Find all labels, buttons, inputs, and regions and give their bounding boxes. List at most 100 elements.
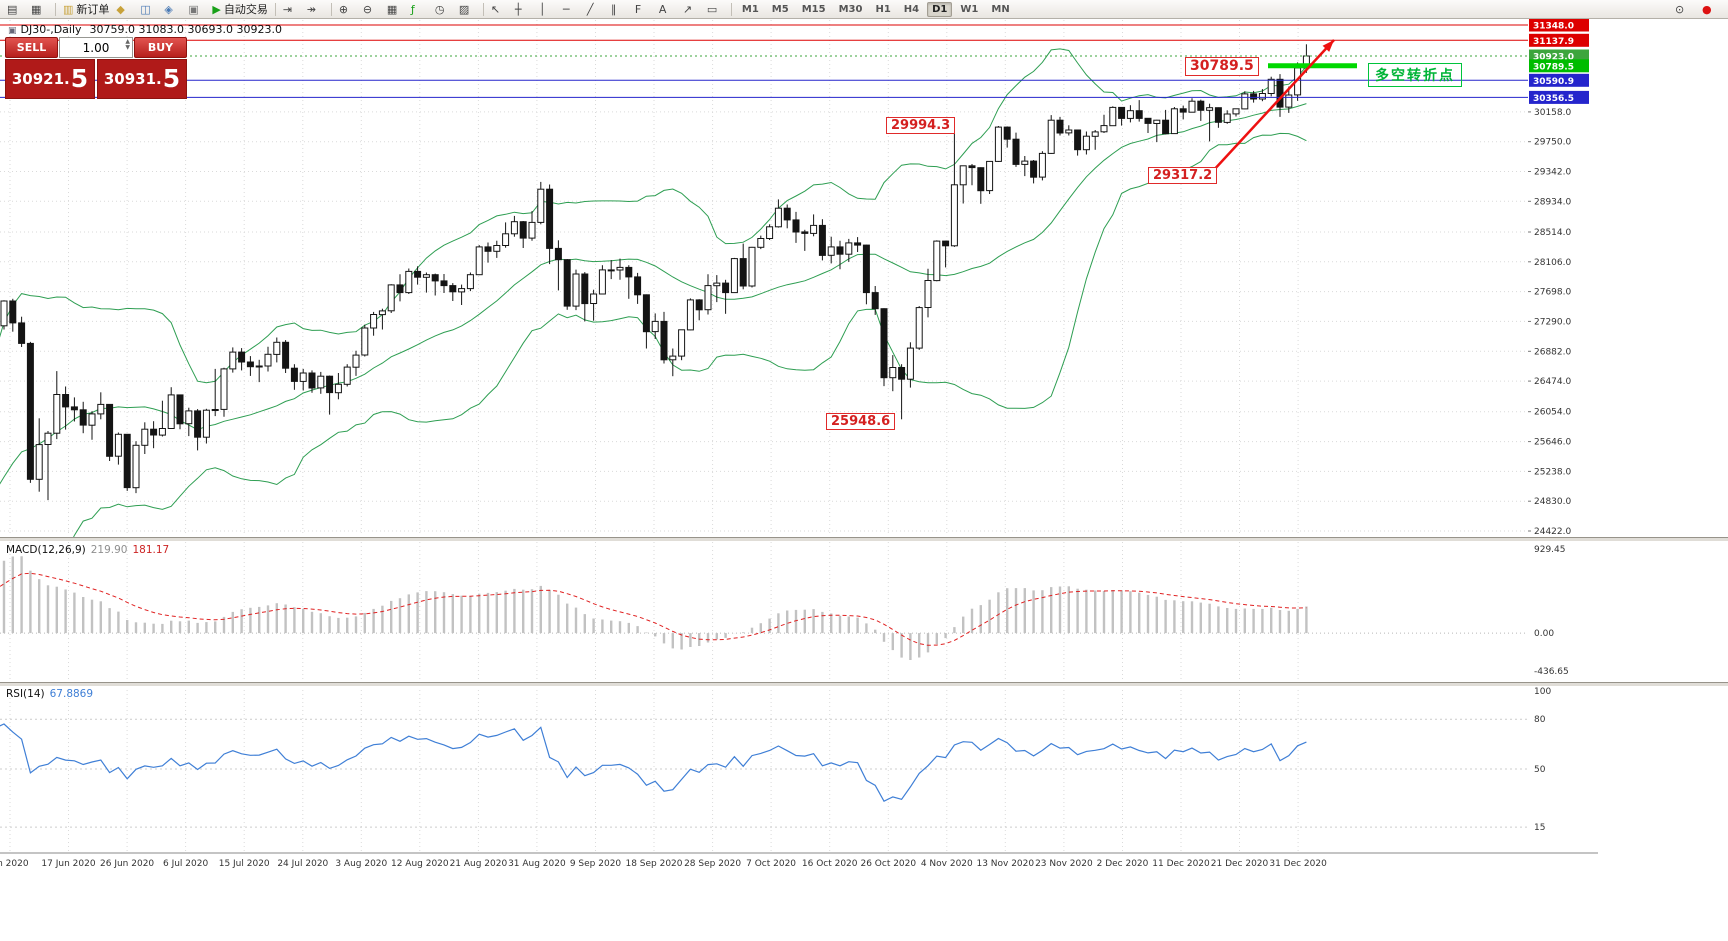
channel-button[interactable]: ∥	[608, 0, 631, 18]
market-watch-button[interactable]: ◆	[113, 0, 136, 18]
price-tag-31137.9	[1529, 33, 1589, 47]
market-watch-icon: ◆	[116, 2, 125, 16]
turning-point-note[interactable]: 多空转折点	[1368, 63, 1462, 87]
bid-price-big-digit: 5	[70, 64, 89, 93]
periods-icon: ◷	[434, 2, 445, 16]
price-tag-30356.5	[1529, 90, 1589, 104]
panel-splitter-macd[interactable]	[0, 537, 1728, 542]
toolbar-separator	[274, 2, 276, 16]
vertical-line-button[interactable]: │	[536, 0, 559, 18]
time-axis-label: 16 Oct 2020	[802, 859, 858, 869]
panel-splitter-rsi[interactable]	[0, 682, 1728, 687]
time-axis-label: 3 Aug 2020	[335, 859, 387, 869]
arrows-button[interactable]: ↗	[680, 0, 703, 18]
time-axis-label: un 2020	[0, 859, 29, 869]
auto-trading-button[interactable]: ▶ 自动交易	[209, 0, 270, 18]
zoom-in-icon: ⊕	[338, 2, 349, 16]
crosshair-icon: ┼	[514, 2, 522, 16]
trend-arrow-line[interactable]	[1211, 39, 1335, 173]
timeframe-button-h4[interactable]: H4	[903, 3, 920, 15]
fibonacci-button[interactable]: F	[632, 0, 655, 18]
ask-price-main: 30931.	[103, 70, 162, 88]
time-axis-label: 21 Dec 2020	[1211, 859, 1269, 869]
price-tag-label: 30356.5	[1533, 94, 1574, 104]
new-order-button[interactable]: ▥ 新订单	[60, 0, 112, 18]
shapes-button[interactable]: ▭	[704, 0, 727, 18]
buy-button[interactable]: BUY	[134, 37, 187, 58]
volume-spinner[interactable]: ▲ ▼	[125, 39, 130, 51]
timeframe-button-m30[interactable]: M30	[838, 3, 863, 15]
price-callout-30789[interactable]: 30789.5	[1185, 57, 1259, 76]
time-axis-label: 31 Aug 2020	[508, 859, 566, 869]
periods-button[interactable]: ◷	[432, 0, 455, 18]
auto-scroll-button[interactable]: ↠	[304, 0, 327, 18]
time-axis-label: 13 Nov 2020	[976, 859, 1034, 869]
price-callout-29317[interactable]: 29317.2	[1148, 167, 1218, 184]
price-axis-label: 24830.0	[1534, 497, 1571, 507]
price-axis-label: 29750.0	[1534, 138, 1571, 148]
macd-axis-label: 0.00	[1534, 629, 1554, 639]
rsi-label: RSI(14) 67.8869	[6, 688, 93, 700]
toolbar-right-group: ⊙ ●	[1672, 0, 1724, 18]
navigator-icon: ◈	[164, 2, 173, 16]
vertical-line-icon: │	[538, 2, 546, 16]
timeframe-button-d1[interactable]: D1	[927, 1, 953, 17]
chart-plot-area[interactable]	[0, 19, 1528, 853]
channel-icon: ∥	[610, 2, 617, 16]
price-axis-label: 28106.0	[1534, 258, 1571, 268]
volume-down-icon[interactable]: ▼	[125, 44, 130, 51]
timeframe-button-w1[interactable]: W1	[960, 3, 979, 15]
price-tag-label: 30923.0	[1533, 53, 1574, 63]
new-chart-button[interactable]: ▤	[4, 0, 27, 18]
timeframe-button-m5[interactable]: M5	[771, 3, 789, 15]
zoom-out-button[interactable]: ⊖	[360, 0, 383, 18]
buy-price-box[interactable]: 30931. 5	[97, 59, 187, 99]
timeframe-button-mn[interactable]: MN	[991, 3, 1010, 15]
time-axis-label: 28 Sep 2020	[684, 859, 741, 869]
zoom-out-icon: ⊖	[362, 2, 373, 16]
volume-up-icon[interactable]: ▲	[125, 38, 130, 45]
chart-objects[interactable]	[0, 24, 1528, 173]
time-axis-label: 26 Oct 2020	[860, 859, 916, 869]
sell-price-box[interactable]: 30921. 5	[5, 59, 95, 99]
search-button[interactable]: ⊙	[1672, 0, 1695, 18]
terminal-icon: ▣	[188, 2, 199, 16]
time-axis-label: 18 Sep 2020	[625, 859, 682, 869]
cursor-button[interactable]: ↖	[488, 0, 511, 18]
auto-scroll-icon: ↠	[306, 2, 317, 16]
chart-shift-icon: ⇥	[282, 2, 293, 16]
time-axis-label: 6 Jul 2020	[163, 859, 208, 869]
timeframe-button-h1[interactable]: H1	[875, 3, 891, 15]
profiles-button[interactable]: ▦	[28, 0, 51, 18]
chart-shift-button[interactable]: ⇥	[280, 0, 303, 18]
terminal-button[interactable]: ▣	[185, 0, 208, 18]
price-callout-25948[interactable]: 25948.6	[826, 413, 896, 430]
templates-button[interactable]: ▨	[456, 0, 479, 18]
navigator-button[interactable]: ◈	[161, 0, 184, 18]
time-axis-label: 2 Dec 2020	[1097, 859, 1149, 869]
time-axis-label: 7 Oct 2020	[746, 859, 796, 869]
data-window-button[interactable]: ◫	[137, 0, 160, 18]
new-chart-icon: ▤	[7, 2, 18, 16]
templates-icon: ▨	[458, 2, 470, 16]
text-button[interactable]: A	[656, 0, 679, 18]
timeframe-button-m15[interactable]: M15	[801, 3, 826, 15]
volume-field[interactable]: ▲ ▼	[59, 37, 133, 58]
trendline-icon: ╱	[586, 2, 594, 16]
timeframe-button-m1[interactable]: M1	[741, 3, 759, 15]
zoom-in-button[interactable]: ⊕	[336, 0, 359, 18]
time-axis-label: 24 Jul 2020	[277, 859, 328, 869]
volume-input[interactable]	[72, 39, 120, 56]
sell-button[interactable]: SELL	[5, 37, 58, 58]
tile-windows-button[interactable]: ▦	[384, 0, 407, 18]
indicators-button[interactable]: ƒ	[408, 0, 431, 18]
trendline-button[interactable]: ╱	[584, 0, 607, 18]
horizontal-line-button[interactable]: ─	[560, 0, 583, 18]
macd-axis-label: -436.65	[1534, 667, 1569, 677]
auto-trading-button-label: 自动交易	[223, 3, 268, 16]
text-icon: A	[658, 2, 667, 16]
price-callout-29994[interactable]: 29994.3	[886, 117, 956, 134]
toolbar-separator	[55, 2, 56, 16]
crosshair-button[interactable]: ┼	[512, 0, 535, 18]
